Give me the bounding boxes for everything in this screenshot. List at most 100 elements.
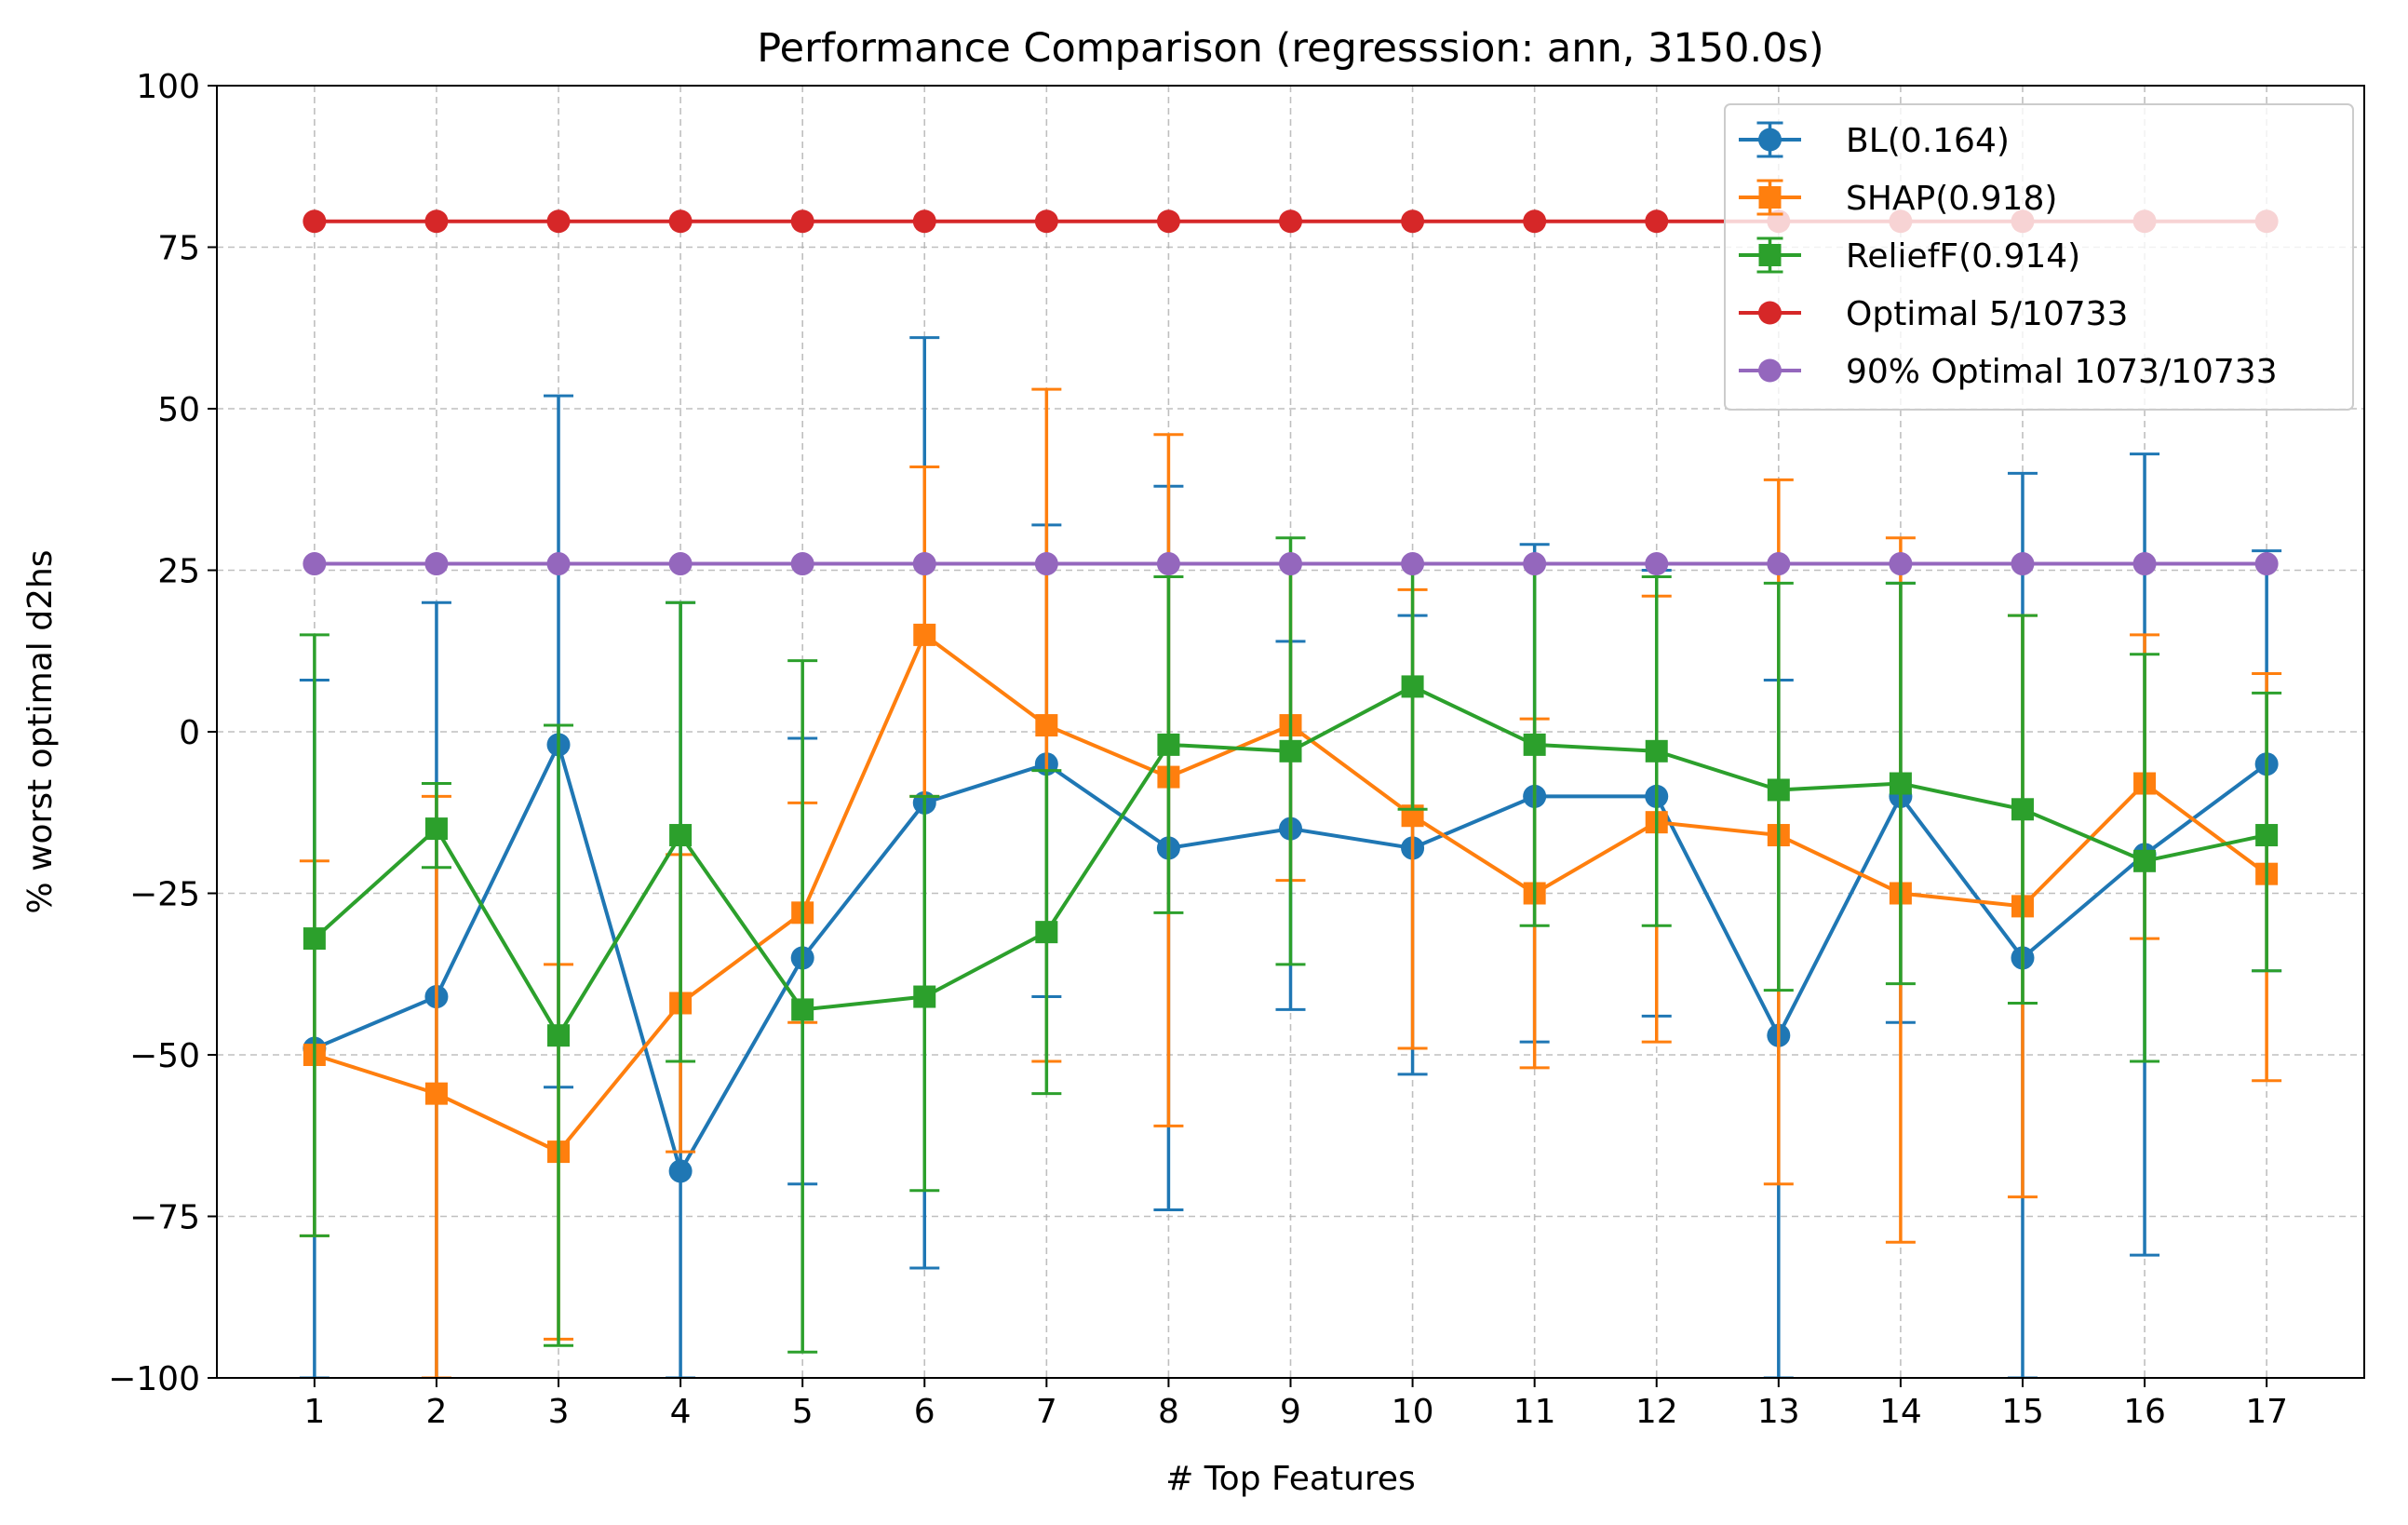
- data-point: [1645, 552, 1669, 576]
- legend-marker: [1758, 128, 1782, 152]
- data-point: [1401, 552, 1425, 576]
- data-point: [1157, 733, 1180, 756]
- x-tick-label: 13: [1757, 1393, 1800, 1431]
- x-tick-label: 10: [1392, 1393, 1434, 1431]
- data-point: [1889, 552, 1913, 576]
- x-tick-label: 3: [548, 1393, 570, 1431]
- data-point: [1156, 552, 1180, 576]
- data-point: [2132, 552, 2157, 576]
- y-tick-label: 50: [157, 391, 200, 429]
- legend-marker: [1758, 186, 1782, 209]
- data-point: [1279, 552, 1302, 576]
- data-point: [1035, 714, 1058, 737]
- legend-box: [1724, 103, 2354, 411]
- data-point: [1889, 772, 1912, 795]
- legend-label: BL(0.164): [1846, 122, 2010, 160]
- y-tick-label: −50: [129, 1037, 200, 1075]
- data-point: [669, 824, 693, 847]
- series-3: [299, 536, 2282, 1354]
- data-point: [1645, 739, 1668, 762]
- y-axis-label: % worst optimal d2hs: [21, 549, 60, 913]
- y-tick-label: 75: [157, 230, 200, 268]
- data-point: [424, 817, 448, 841]
- data-point: [913, 623, 936, 646]
- data-point: [424, 1082, 448, 1105]
- data-point: [912, 209, 936, 234]
- data-point: [2011, 798, 2034, 821]
- y-tick-label: 25: [157, 553, 200, 591]
- x-tick-label: 4: [670, 1393, 692, 1431]
- x-tick-label: 15: [2001, 1393, 2044, 1431]
- data-point: [546, 552, 571, 576]
- legend-entry-3: ReliefF(0.914): [1739, 236, 2080, 276]
- data-point: [1401, 209, 1425, 234]
- data-point: [668, 209, 693, 234]
- data-point: [1523, 209, 1547, 234]
- legend-marker: [1758, 301, 1782, 325]
- data-point: [2011, 552, 2035, 576]
- x-axis-label: # Top Features: [1165, 1460, 1416, 1498]
- data-point: [1523, 733, 1546, 756]
- chart-title: Performance Comparison (regresssion: ann…: [757, 25, 1823, 72]
- data-point: [1523, 552, 1547, 576]
- legend-marker: [1758, 358, 1782, 383]
- data-point: [424, 552, 449, 576]
- data-point: [2133, 849, 2157, 872]
- legend-label: ReliefF(0.914): [1846, 237, 2080, 276]
- x-tick-label: 9: [1280, 1393, 1301, 1431]
- data-point: [913, 985, 936, 1008]
- data-point: [2255, 824, 2279, 847]
- data-point: [668, 552, 693, 576]
- y-tick-label: −75: [129, 1199, 200, 1237]
- data-point: [1767, 778, 1790, 802]
- data-point: [1034, 552, 1058, 576]
- x-tick-label: 2: [425, 1393, 447, 1431]
- legend-entry-1: BL(0.164): [1739, 121, 2010, 160]
- legend-entry-5: 90% Optimal 1073/10733: [1739, 353, 2278, 391]
- x-tick-label: 17: [2245, 1393, 2288, 1431]
- legend-marker: [1758, 244, 1782, 266]
- data-point: [1767, 552, 1791, 576]
- data-point: [1279, 209, 1302, 234]
- data-point: [303, 927, 326, 951]
- x-tick-label: 11: [1513, 1393, 1556, 1431]
- legend-label: 90% Optimal 1073/10733: [1846, 353, 2278, 391]
- data-point: [303, 552, 327, 576]
- data-point: [1401, 675, 1424, 698]
- y-tick-label: 0: [179, 714, 200, 752]
- ticks: 1 2 3 4 5 6 7 8 9 10 11 12 13 14 15 16 17−100−75−50−2502…: [108, 68, 2288, 1431]
- x-tick-label: 1: [303, 1393, 325, 1431]
- data-point: [668, 1159, 693, 1183]
- x-tick-label: 16: [2123, 1393, 2166, 1431]
- x-tick-label: 5: [792, 1393, 814, 1431]
- data-point: [546, 209, 571, 234]
- y-tick-label: −100: [108, 1360, 200, 1398]
- legend-entry-2: SHAP(0.918): [1739, 179, 2057, 218]
- data-point: [1279, 739, 1302, 762]
- series-5: [303, 552, 2279, 576]
- legend-label: Optimal 5/10733: [1846, 295, 2128, 333]
- data-point: [790, 209, 814, 234]
- legend: BL(0.164) SHAP(0.918) ReliefF(0.914) Optima…: [1724, 103, 2354, 411]
- legend-label: SHAP(0.918): [1846, 180, 2057, 218]
- x-tick-label: 14: [1879, 1393, 1922, 1431]
- x-tick-label: 7: [1036, 1393, 1057, 1431]
- y-tick-label: 100: [136, 68, 200, 106]
- x-tick-label: 12: [1635, 1393, 1678, 1431]
- x-tick-label: 6: [914, 1393, 935, 1431]
- data-point: [912, 552, 936, 576]
- data-point: [547, 1024, 571, 1047]
- data-point: [1035, 921, 1058, 944]
- x-tick-label: 8: [1158, 1393, 1179, 1431]
- data-point: [2254, 552, 2279, 576]
- data-point: [424, 209, 449, 234]
- data-point: [1645, 209, 1669, 234]
- legend-entry-4: Optimal 5/10733: [1739, 295, 2128, 333]
- data-point: [1156, 209, 1180, 234]
- data-point: [1034, 209, 1058, 234]
- data-point: [791, 998, 814, 1021]
- data-point: [790, 552, 814, 576]
- y-tick-label: −25: [129, 876, 200, 914]
- data-point: [303, 209, 327, 234]
